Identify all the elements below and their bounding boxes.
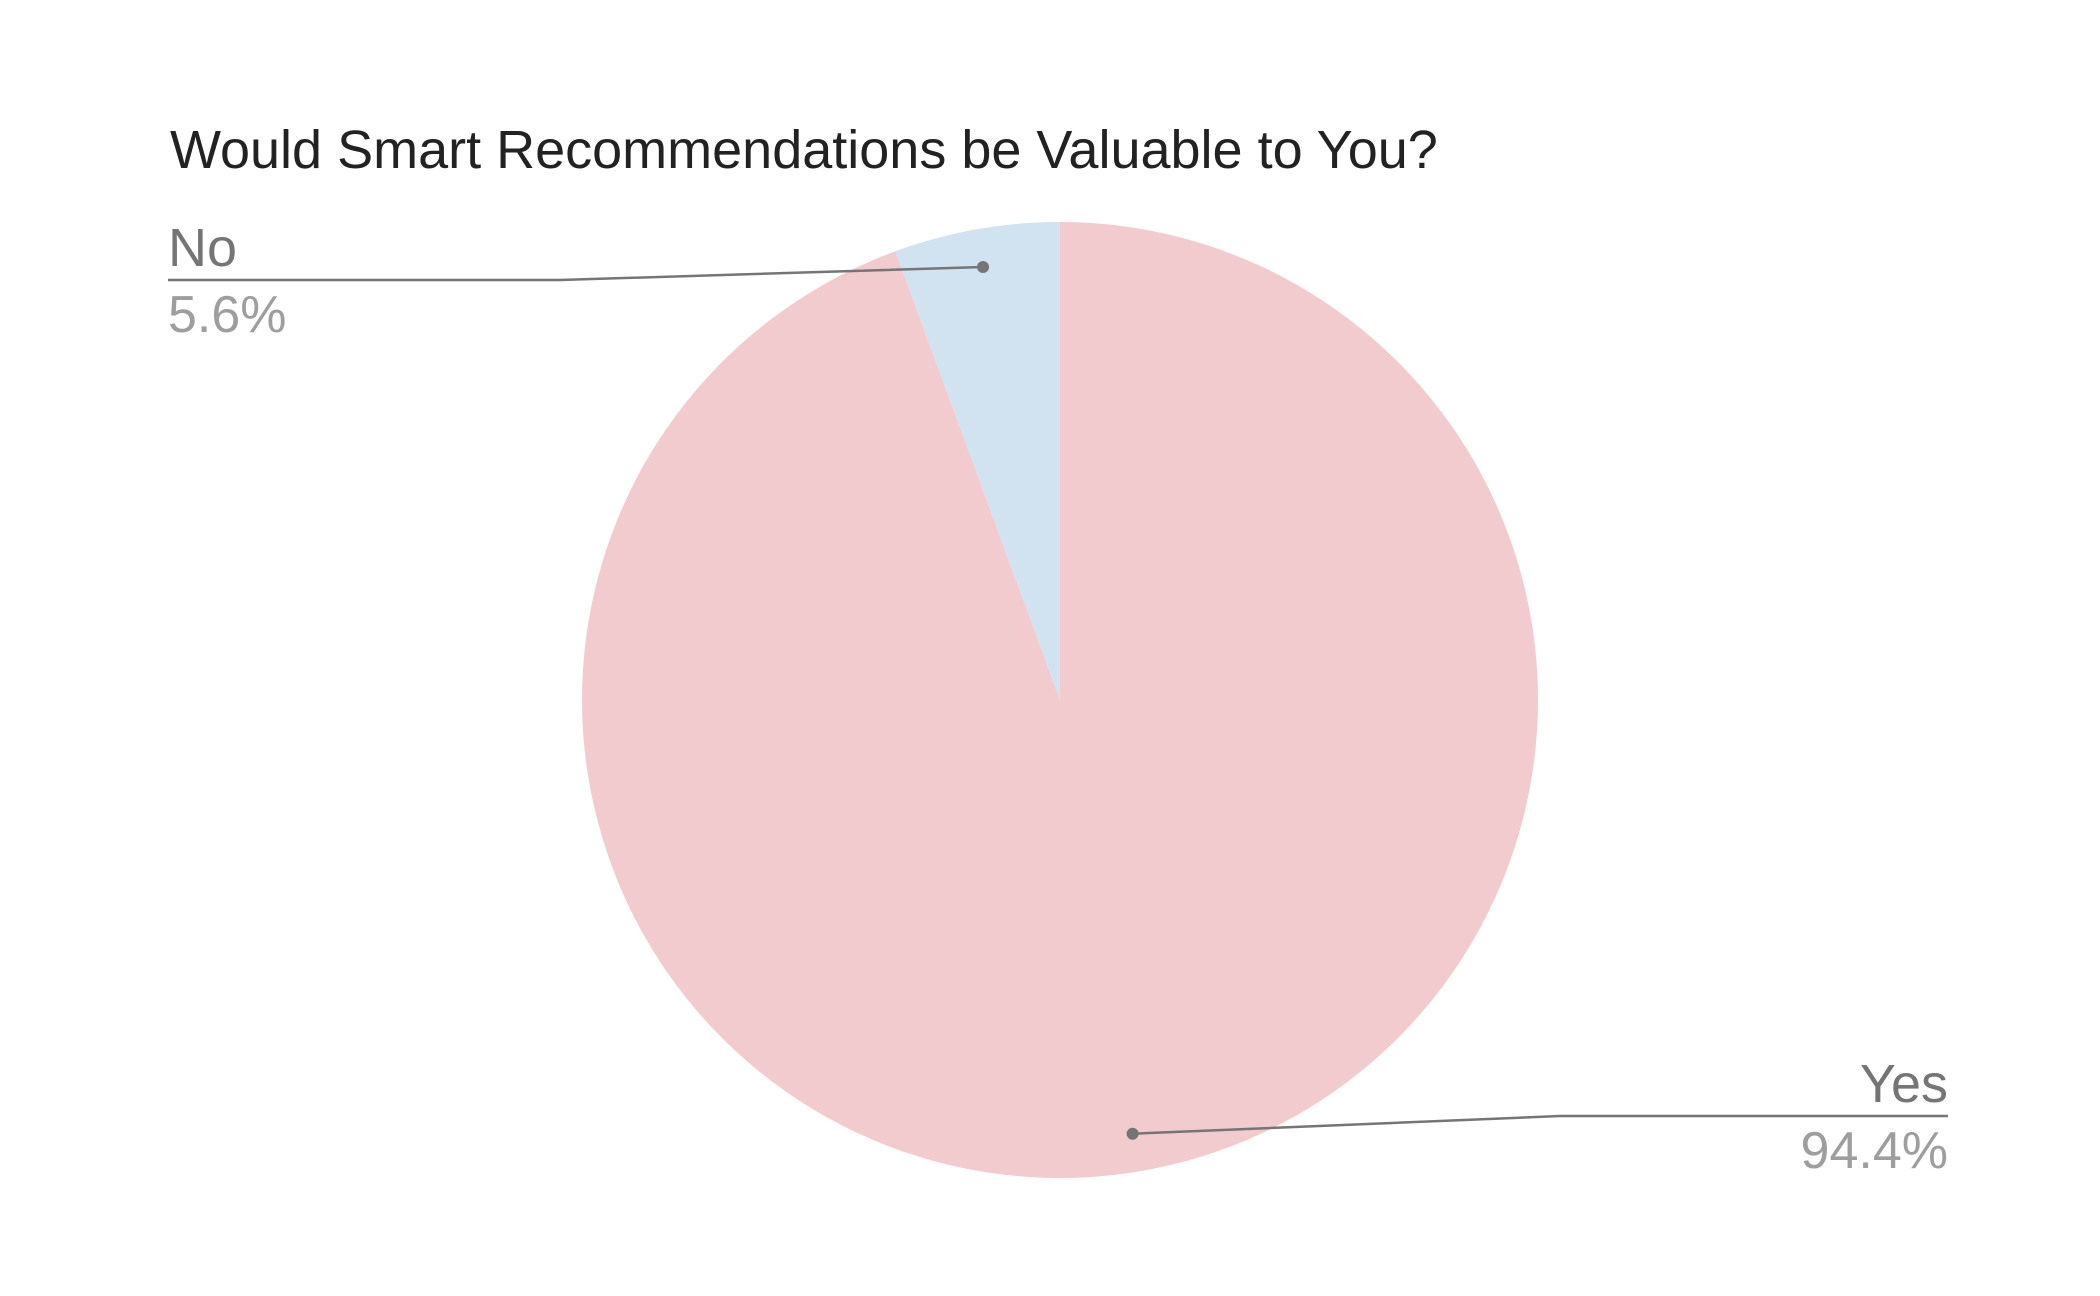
- slice-label-yes: Yes: [1860, 1054, 1948, 1114]
- pie-slice-yes: [582, 222, 1539, 1178]
- pie-slices: [582, 222, 1539, 1178]
- leader-dot-yes: [1126, 1127, 1139, 1140]
- slice-percent-yes: 94.4%: [1801, 1122, 1948, 1180]
- chart-title: Would Smart Recommendations be Valuable …: [170, 120, 1438, 180]
- pie-slice-no: [895, 222, 1060, 700]
- leader-line-no: [168, 265, 984, 282]
- slice-percent-no: 5.6%: [168, 286, 287, 344]
- pie-labels: Yes 94.4% No 5.6%: [168, 218, 1948, 1180]
- leader-line-yes: [1132, 1114, 1948, 1135]
- slice-label-no: No: [168, 218, 237, 278]
- leader-dot-no: [977, 261, 990, 274]
